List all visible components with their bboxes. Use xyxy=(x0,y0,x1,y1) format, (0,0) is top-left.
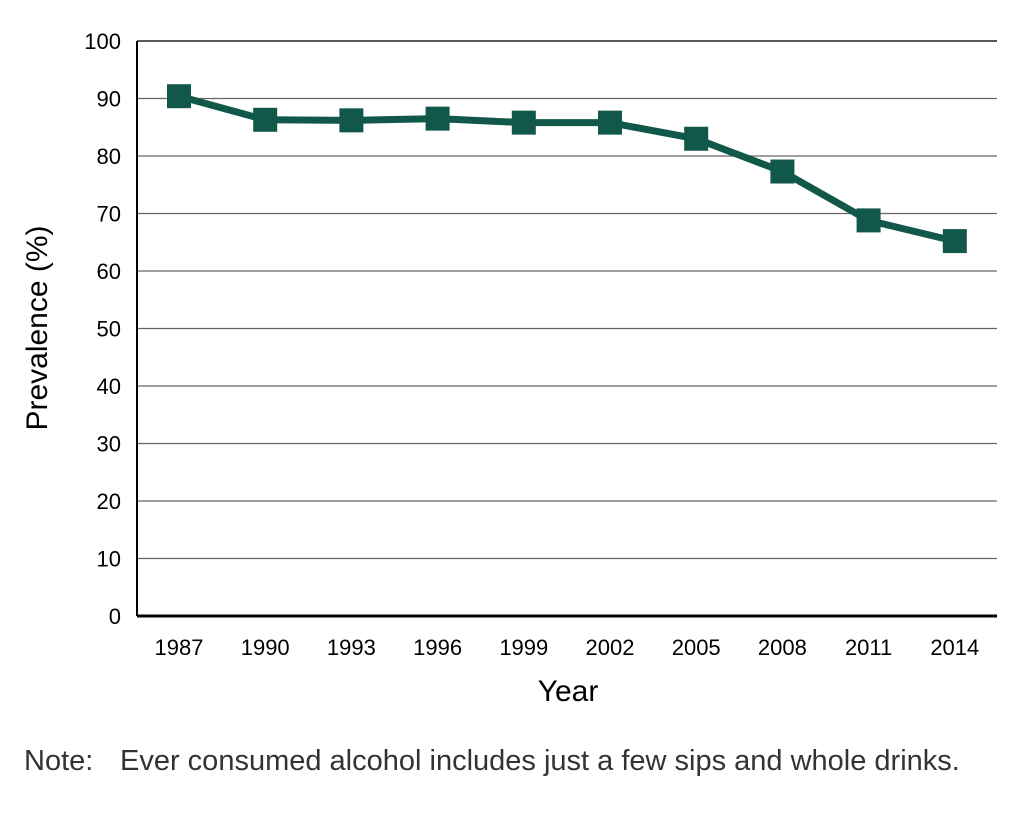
x-tick-label: 2008 xyxy=(758,635,807,660)
x-tick-label: 2014 xyxy=(930,635,979,660)
data-point-marker xyxy=(942,229,967,254)
y-tick-label: 30 xyxy=(97,432,121,457)
y-tick-label: 0 xyxy=(109,604,121,629)
chart-note: Note: Ever consumed alcohol includes jus… xyxy=(24,742,1014,780)
y-tick-labels: 0 10 20 30 40 50 60 70 80 90 100 xyxy=(84,29,121,629)
y-tick-label: 60 xyxy=(97,259,121,284)
y-tick-label: 40 xyxy=(97,374,121,399)
y-tick-label: 50 xyxy=(97,317,121,342)
data-point-marker xyxy=(425,106,450,131)
x-tick-label: 1987 xyxy=(155,635,204,660)
data-point-marker xyxy=(598,110,622,135)
note-text: Ever consumed alcohol includes just a fe… xyxy=(120,745,960,777)
y-tick-label: 90 xyxy=(97,87,121,112)
y-tick-label: 20 xyxy=(97,489,121,514)
data-point-marker xyxy=(167,84,191,109)
data-point-marker xyxy=(856,208,881,233)
y-tick-label: 70 xyxy=(97,202,121,227)
y-tick-label: 80 xyxy=(97,144,121,169)
data-point-marker xyxy=(770,159,795,184)
grid-lines xyxy=(137,40,997,560)
x-tick-label: 1996 xyxy=(413,635,462,660)
note-label: Note: xyxy=(24,745,94,777)
x-tick-label: 2011 xyxy=(845,635,892,660)
series-layer xyxy=(167,84,967,254)
x-tick-label: 1990 xyxy=(241,635,290,660)
data-point-marker xyxy=(684,126,709,151)
data-point-marker xyxy=(253,107,278,132)
data-point-marker xyxy=(339,108,364,133)
x-tick-labels: 1987 1990 1993 1996 1999 2002 2005 2008 2011 2014 xyxy=(155,635,980,660)
data-point-marker xyxy=(511,110,536,135)
series-line xyxy=(178,92,956,245)
x-tick-label: 2005 xyxy=(672,635,721,660)
y-tick-label: 100 xyxy=(84,29,121,54)
x-tick-label: 1993 xyxy=(327,635,376,660)
x-axis-title: Year xyxy=(538,675,599,708)
axes xyxy=(136,41,997,618)
y-tick-label: 10 xyxy=(97,547,121,572)
x-tick-label: 2002 xyxy=(586,635,635,660)
x-tick-label: 1999 xyxy=(499,635,548,660)
y-axis-title: Prevalence (%) xyxy=(21,225,54,430)
